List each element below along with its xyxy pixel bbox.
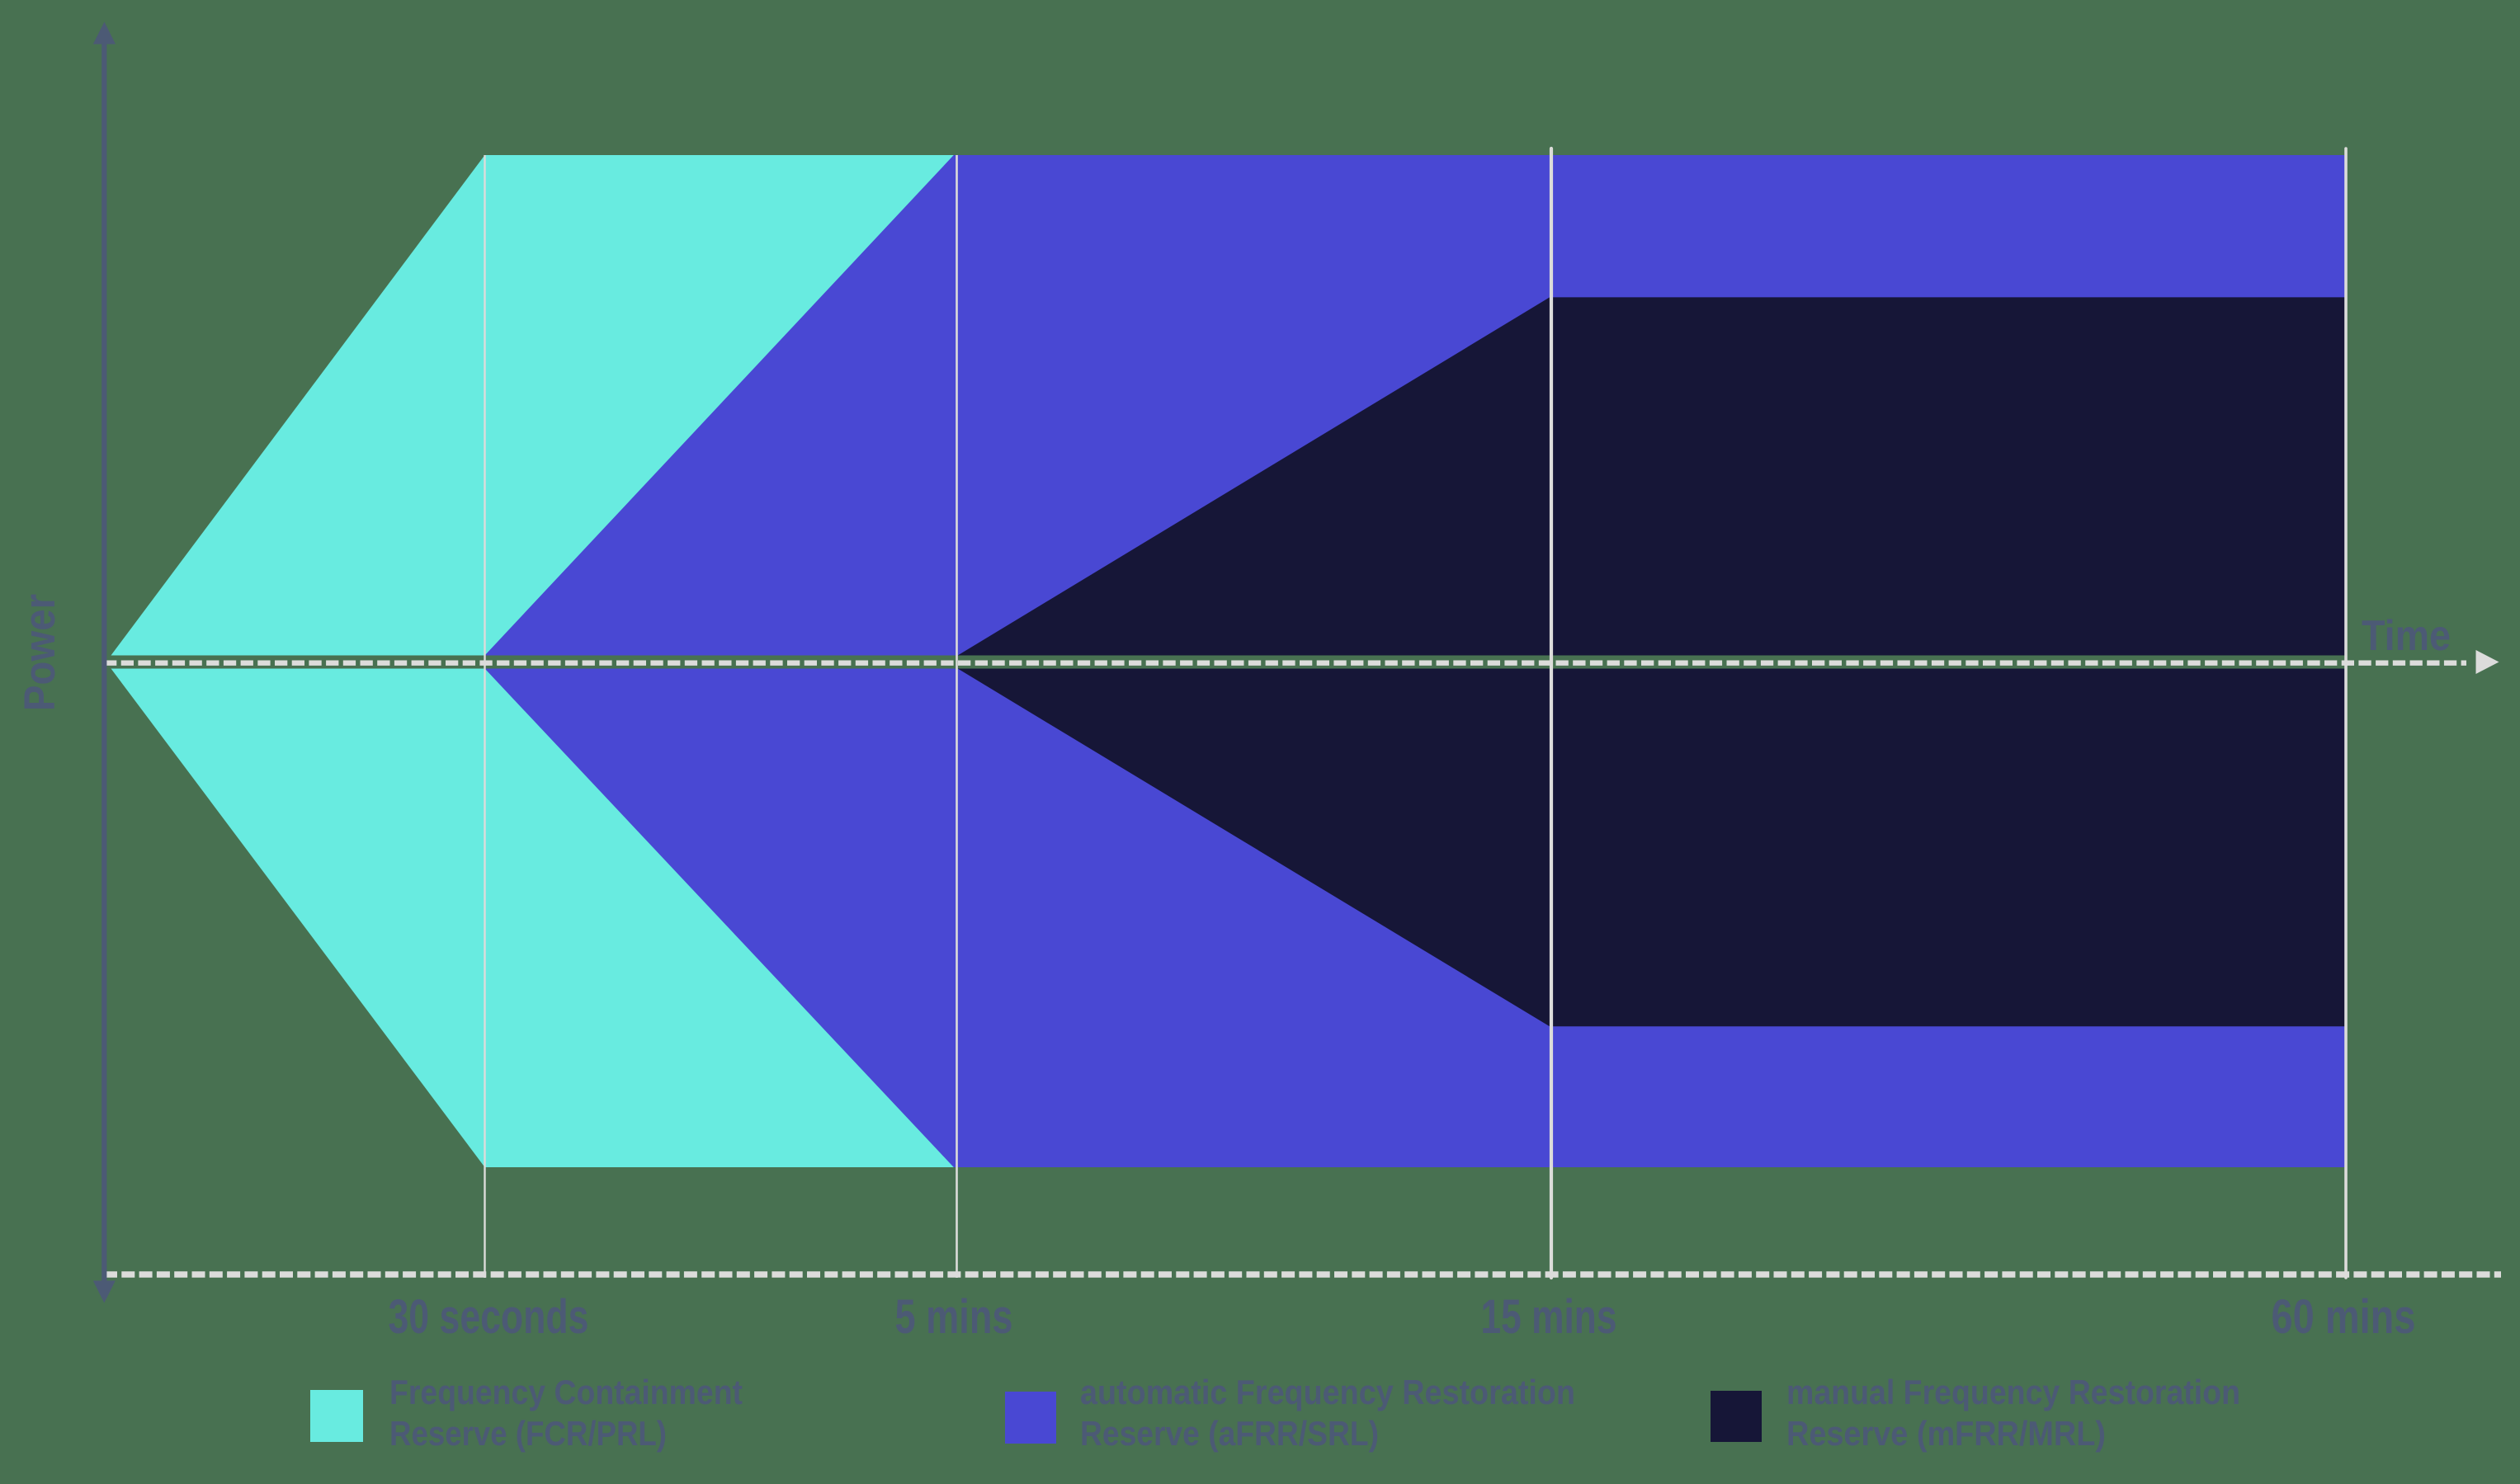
svg-text:60 mins: 60 mins: [2272, 1290, 2416, 1344]
svg-text:Power: Power: [16, 594, 64, 711]
svg-text:5 mins: 5 mins: [895, 1290, 1013, 1344]
svg-text:Reserve (mFRR/MRL): Reserve (mFRR/MRL): [1786, 1414, 2106, 1453]
svg-text:Frequency Containment: Frequency Containment: [389, 1373, 743, 1411]
svg-text:30 seconds: 30 seconds: [389, 1290, 589, 1344]
svg-text:Reserve (aFRR/SRL): Reserve (aFRR/SRL): [1080, 1414, 1379, 1453]
svg-text:automatic Frequency Restoratio: automatic Frequency Restoration: [1080, 1373, 1575, 1411]
svg-text:Reserve (FCR/PRL): Reserve (FCR/PRL): [389, 1414, 667, 1453]
svg-text:15 mins: 15 mins: [1481, 1290, 1617, 1344]
svg-text:Time: Time: [2362, 612, 2451, 660]
svg-text:manual Frequency Restoration: manual Frequency Restoration: [1786, 1373, 2240, 1411]
